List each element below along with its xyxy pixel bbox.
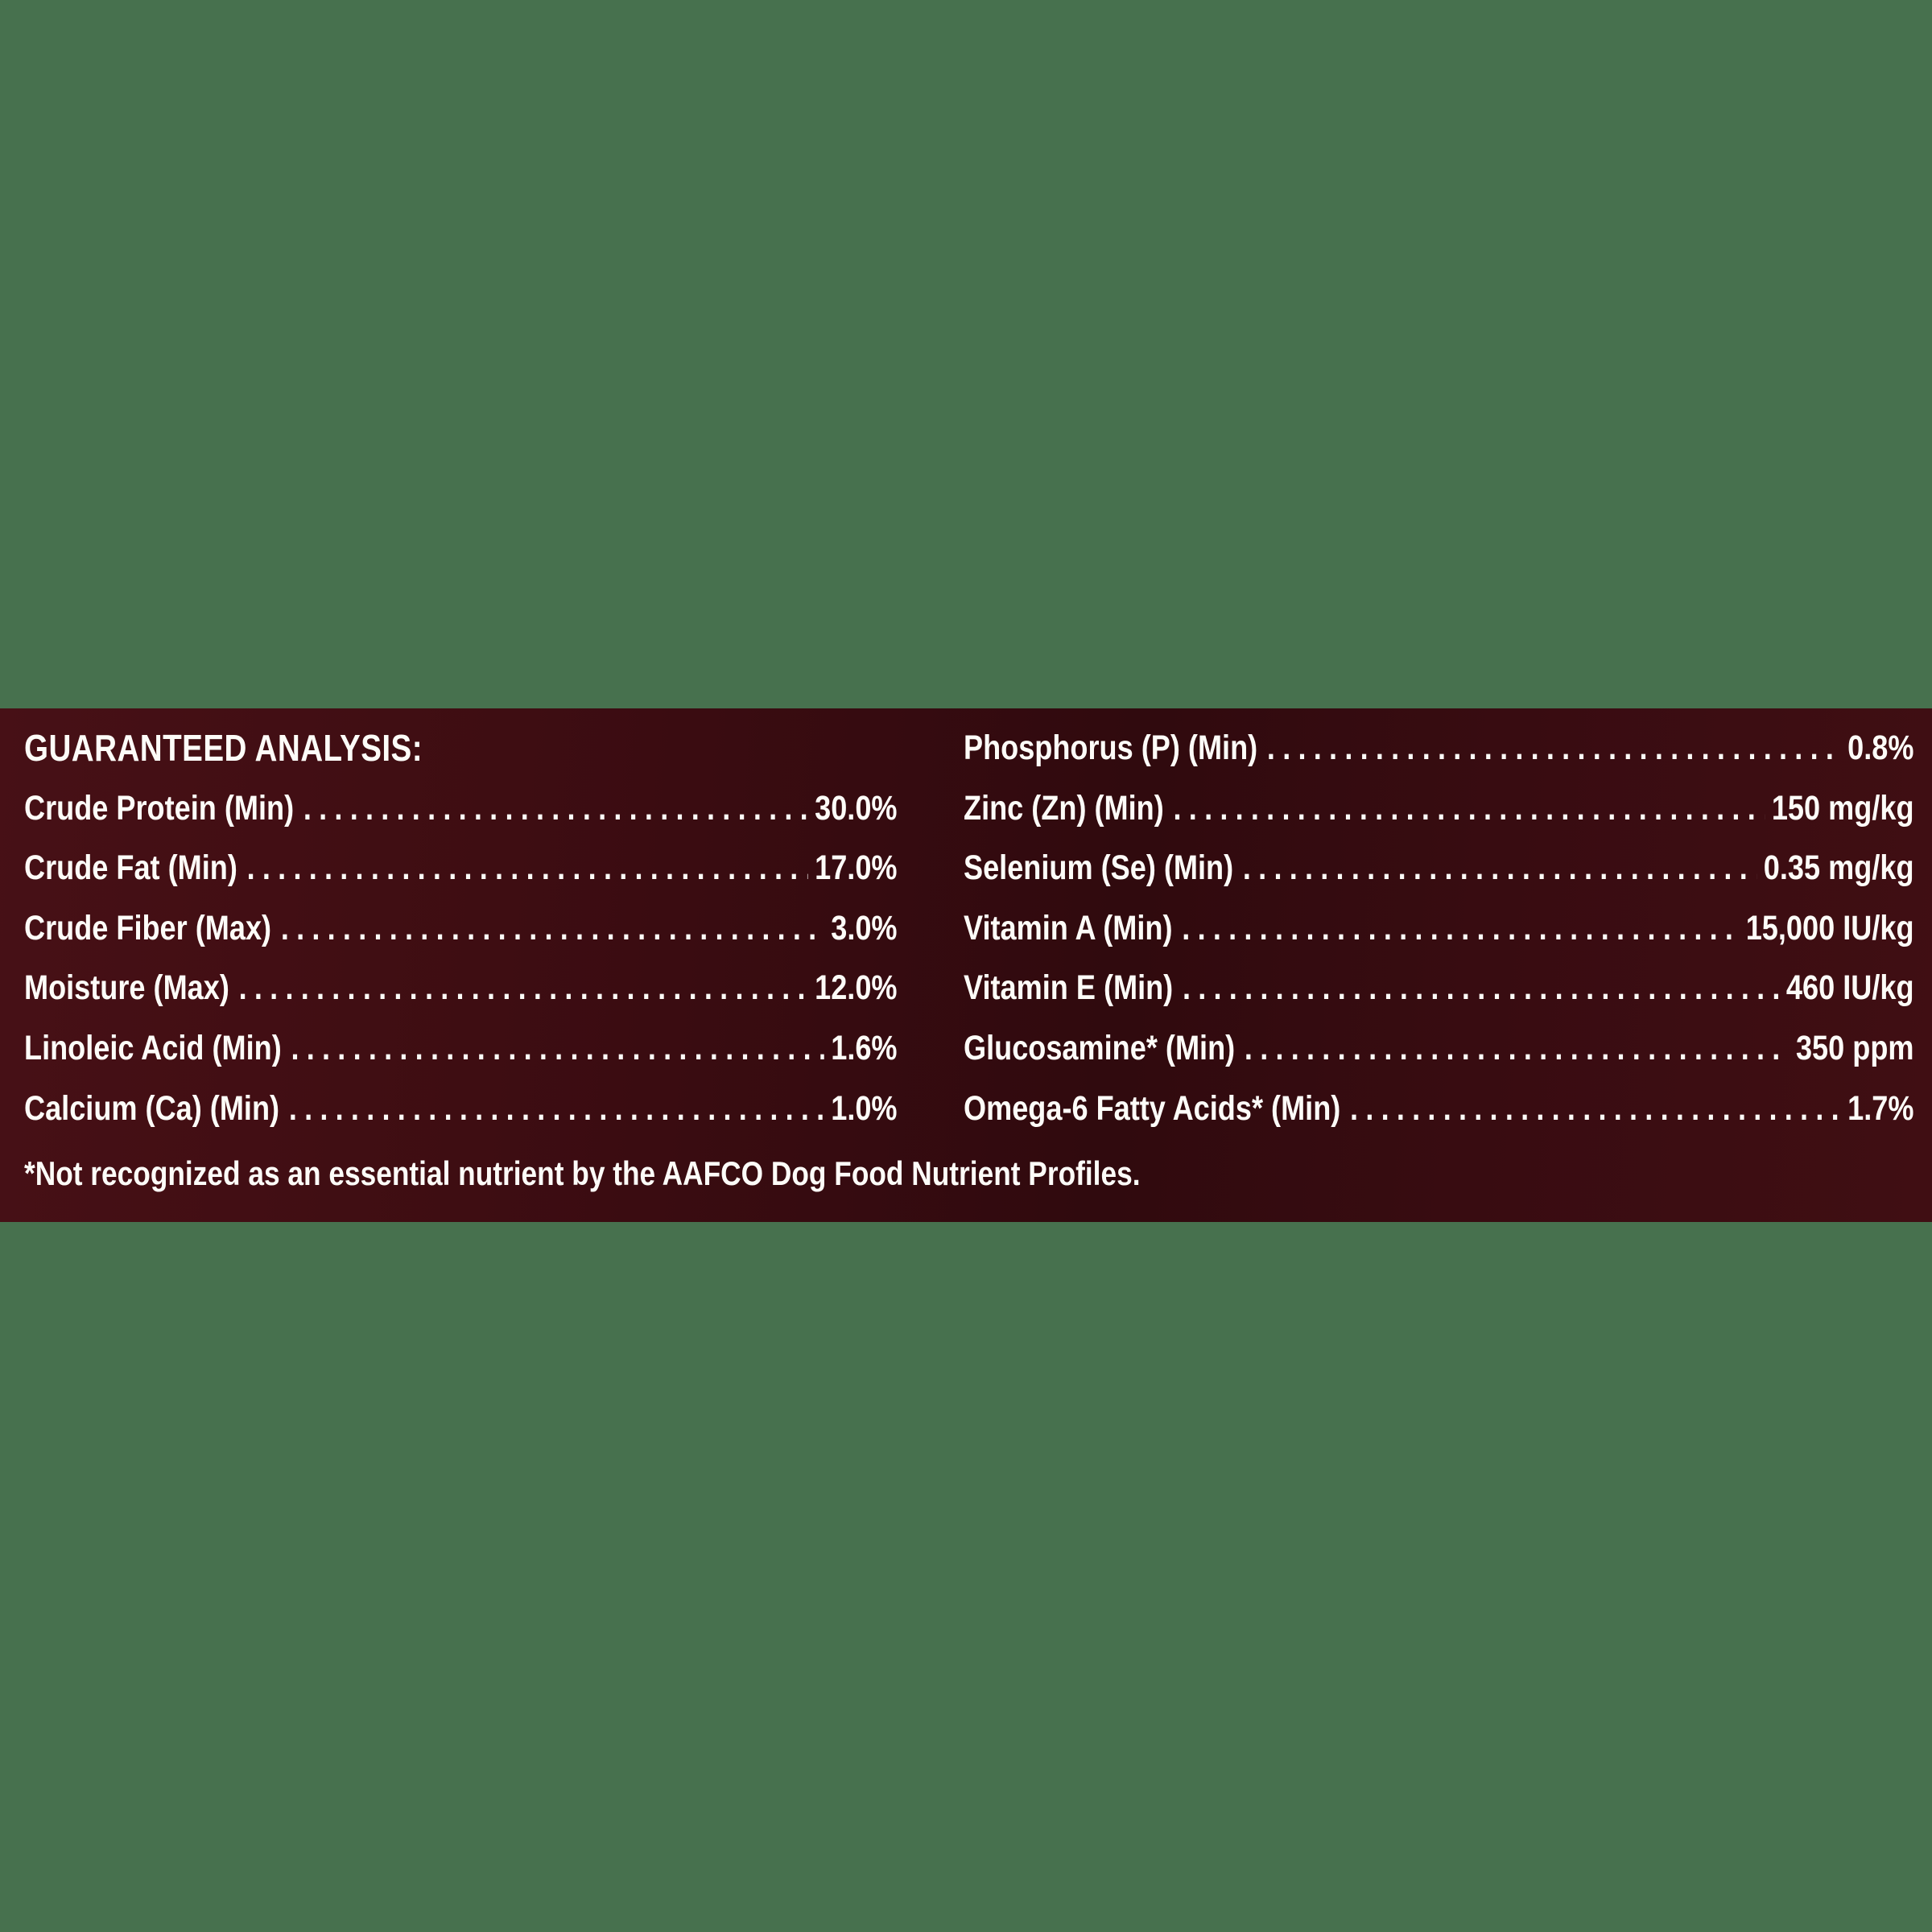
nutrient-value: 15,000 IU/kg: [1745, 908, 1914, 947]
dot-leader: [1182, 898, 1739, 959]
dot-leader: [291, 1018, 824, 1079]
nutrient-name: Zinc (Zn) (Min): [964, 788, 1164, 828]
analysis-row: Crude Fiber (Max) 3.0%: [24, 898, 898, 959]
dot-leader: [303, 778, 808, 839]
analysis-row: Crude Fat (Min) 17.0%: [24, 838, 898, 898]
nutrient-name: Moisture (Max): [24, 968, 229, 1008]
guaranteed-analysis-panel: GUARANTEED ANALYSIS: Crude Protein (Min)…: [0, 708, 1932, 1222]
analysis-row: Moisture (Max) 12.0%: [24, 958, 898, 1018]
dot-leader: [1245, 1018, 1790, 1079]
dot-leader: [239, 958, 808, 1018]
nutrient-name: Glucosamine* (Min): [964, 1028, 1236, 1067]
nutrient-value: 12.0%: [815, 968, 898, 1008]
nutrient-name: Omega-6 Fatty Acids* (Min): [964, 1088, 1341, 1128]
footnote: *Not recognized as an essential nutrient…: [24, 1154, 1141, 1193]
nutrient-name: Selenium (Se) (Min): [964, 848, 1234, 888]
nutrient-value: 1.0%: [831, 1088, 898, 1128]
analysis-left-column: GUARANTEED ANALYSIS: Crude Protein (Min)…: [24, 718, 898, 1138]
nutrient-value: 17.0%: [815, 848, 898, 888]
nutrient-value: 30.0%: [815, 788, 898, 828]
nutrient-value: 1.6%: [831, 1028, 898, 1067]
nutrient-name: Crude Fiber (Max): [24, 908, 272, 947]
nutrient-name: Crude Fat (Min): [24, 848, 237, 888]
analysis-right-column: Phosphorus (P) (Min) 0.8% Zinc (Zn) (Min) 1…: [964, 718, 1914, 1138]
nutrient-name: Linoleic Acid (Min): [24, 1028, 282, 1067]
nutrient-name: Calcium (Ca) (Min): [24, 1088, 280, 1128]
nutrient-value: 0.8%: [1847, 729, 1914, 767]
analysis-row: Omega-6 Fatty Acids* (Min) 1.7%: [964, 1079, 1914, 1139]
analysis-columns: GUARANTEED ANALYSIS: Crude Protein (Min)…: [24, 718, 1914, 1138]
dot-leader: [247, 838, 808, 898]
section-title: GUARANTEED ANALYSIS:: [24, 727, 423, 769]
analysis-row: Calcium (Ca) (Min) 1.0%: [24, 1079, 898, 1139]
nutrient-value: 460 IU/kg: [1785, 968, 1914, 1008]
nutrient-value: 3.0%: [831, 908, 898, 947]
dot-leader: [1267, 718, 1841, 778]
dot-leader: [1243, 838, 1757, 898]
analysis-row: Linoleic Acid (Min) 1.6%: [24, 1018, 898, 1079]
nutrient-name: Vitamin A (Min): [964, 908, 1173, 947]
nutrient-name: Vitamin E (Min): [964, 968, 1174, 1008]
analysis-row: Glucosamine* (Min) 350 ppm: [964, 1018, 1914, 1079]
nutrient-value: 0.35 mg/kg: [1763, 848, 1914, 888]
analysis-row: Phosphorus (P) (Min) 0.8%: [964, 718, 1914, 778]
analysis-row: Selenium (Se) (Min) 0.35 mg/kg: [964, 838, 1914, 898]
nutrient-name: Phosphorus (P) (Min): [964, 729, 1258, 767]
dot-leader: [1183, 958, 1780, 1018]
nutrient-value: 350 ppm: [1795, 1028, 1914, 1067]
dot-leader: [1174, 778, 1765, 839]
section-header-row: GUARANTEED ANALYSIS:: [24, 718, 898, 778]
analysis-row: Vitamin A (Min) 15,000 IU/kg: [964, 898, 1914, 959]
dot-leader: [281, 898, 824, 959]
analysis-row: Vitamin E (Min) 460 IU/kg: [964, 958, 1914, 1018]
analysis-row: Zinc (Zn) (Min) 150 mg/kg: [964, 778, 1914, 839]
nutrient-value: 150 mg/kg: [1771, 788, 1914, 828]
nutrient-name: Crude Protein (Min): [24, 788, 295, 828]
dot-leader: [289, 1079, 824, 1139]
nutrient-value: 1.7%: [1847, 1088, 1914, 1128]
analysis-row: Crude Protein (Min) 30.0%: [24, 778, 898, 839]
dot-leader: [1350, 1079, 1841, 1139]
